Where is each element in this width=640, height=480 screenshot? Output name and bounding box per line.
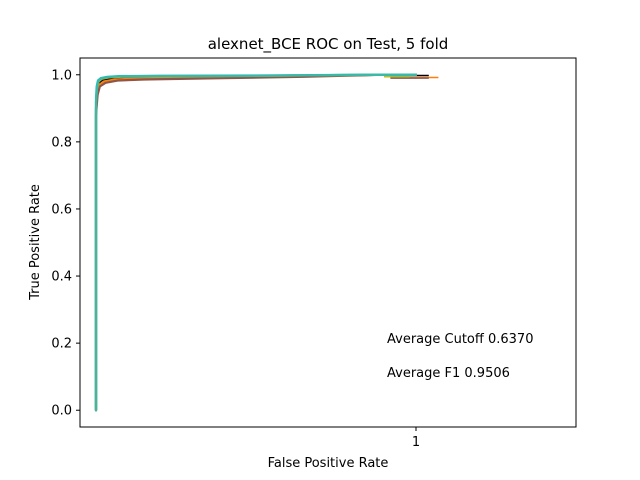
x-tick-label: 1 [412, 435, 420, 450]
y-tick-label: 0.4 [51, 270, 72, 285]
chart-title: alexnet_BCE ROC on Test, 5 fold [208, 35, 449, 54]
axes-frame [79, 57, 577, 428]
y-tick-label: 0.2 [51, 337, 72, 352]
plot-area: 0.0 0.2 0.4 0.6 0.8 1.0 1 [51, 57, 577, 450]
y-axis-label: True Positive Rate [28, 184, 43, 301]
y-tick-label: 0.6 [51, 202, 72, 217]
roc-curve-6 [94, 73, 418, 412]
annotation-average-f1: Average F1 0.9506 [387, 366, 510, 381]
y-tick-label: 0.0 [51, 404, 72, 419]
x-axis-label: False Positive Rate [268, 456, 389, 471]
y-tick-label: 0.8 [51, 135, 72, 150]
ticks-group: 0.0 0.2 0.4 0.6 0.8 1.0 1 [51, 68, 420, 450]
series-group [94, 73, 439, 412]
annotation-average-cutoff: Average Cutoff 0.6370 [387, 332, 533, 347]
y-tick-label: 1.0 [51, 68, 72, 83]
